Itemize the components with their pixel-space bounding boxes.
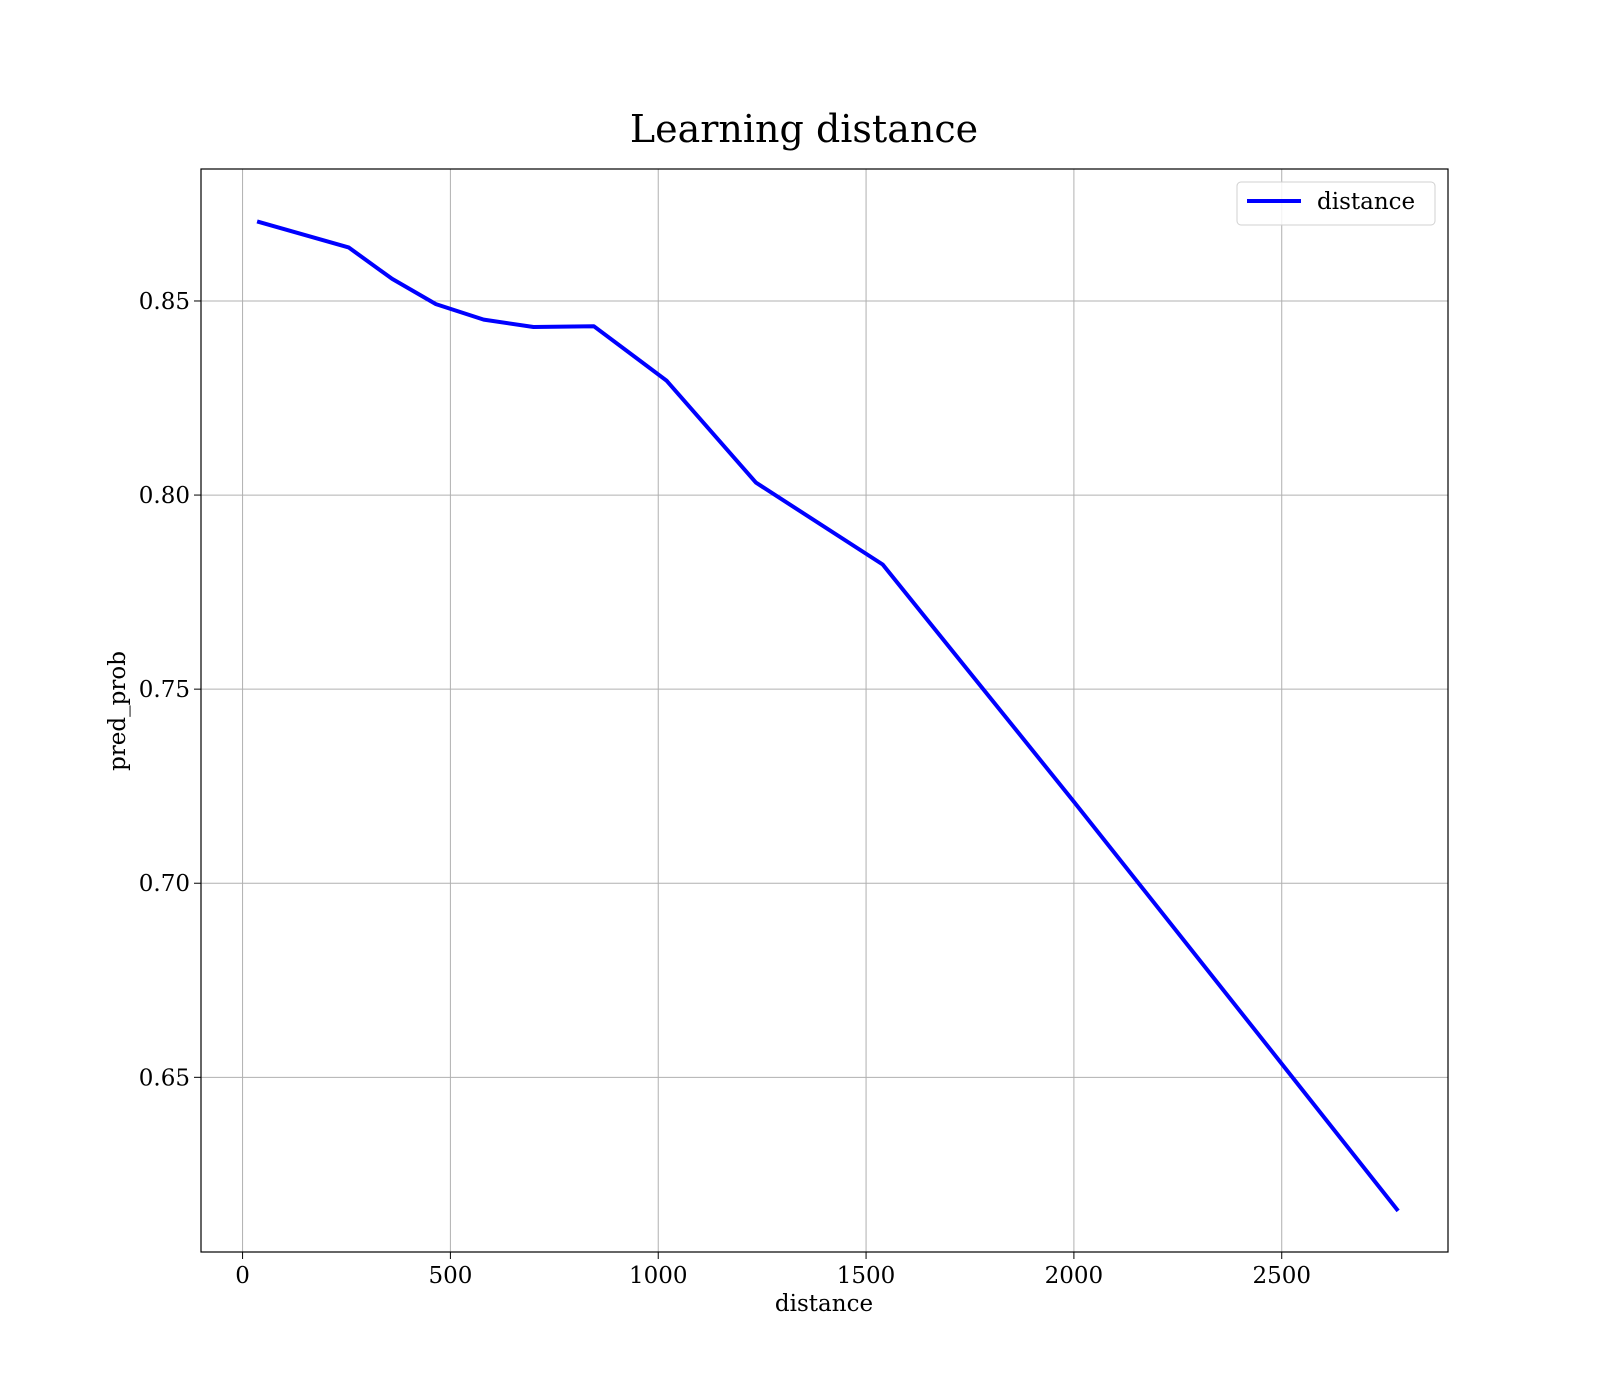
- x-tick-label: 0: [235, 1263, 250, 1289]
- x-tick-label: 500: [428, 1263, 472, 1289]
- x-tick-label: 1500: [837, 1263, 896, 1289]
- y-axis-label: pred_prob: [105, 651, 131, 771]
- y-tick-label: 0.65: [139, 1065, 190, 1091]
- y-tick-label: 0.75: [139, 677, 190, 703]
- grid: [201, 169, 1448, 1252]
- x-axis: 0 500 1000 1500 2000 2500: [235, 1252, 1311, 1289]
- y-tick-label: 0.85: [139, 289, 190, 315]
- y-tick-label: 0.70: [139, 871, 190, 897]
- x-axis-label: distance: [775, 1291, 873, 1317]
- series-line-distance: [257, 221, 1398, 1211]
- y-tick-label: 0.80: [139, 483, 190, 509]
- legend-label: distance: [1317, 189, 1415, 215]
- series-layer: [257, 221, 1398, 1211]
- legend: distance: [1237, 182, 1435, 225]
- chart-title: Learning distance: [630, 107, 978, 151]
- x-tick-label: 2000: [1045, 1263, 1104, 1289]
- x-tick-label: 1000: [629, 1263, 688, 1289]
- x-tick-label: 2500: [1252, 1263, 1311, 1289]
- plot-frame: [201, 169, 1448, 1252]
- y-axis: 0.65 0.70 0.75 0.80 0.85: [139, 289, 201, 1091]
